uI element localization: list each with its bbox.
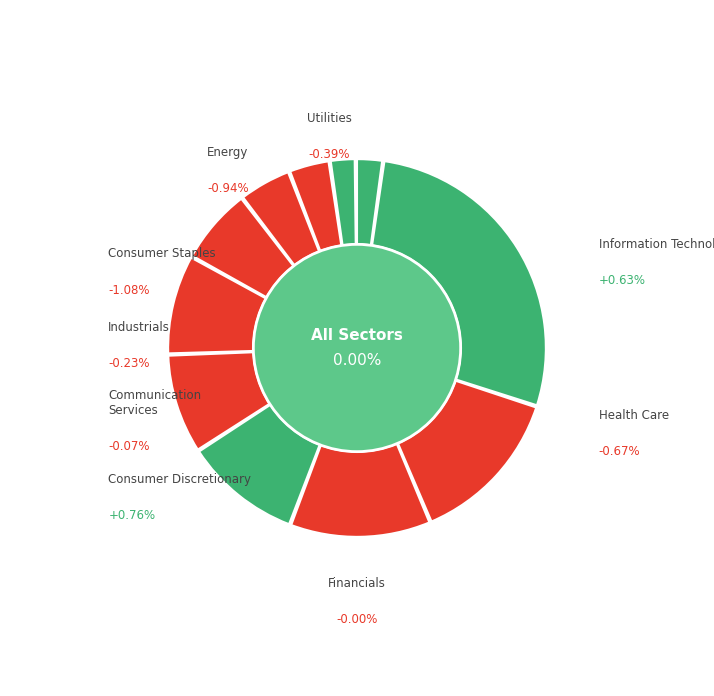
Text: +0.76%: +0.76%	[109, 509, 156, 522]
Wedge shape	[357, 159, 382, 245]
Text: -0.23%: -0.23%	[109, 357, 150, 370]
Wedge shape	[290, 161, 341, 251]
Circle shape	[253, 244, 461, 452]
Text: -0.07%: -0.07%	[109, 440, 150, 453]
Text: Health Care: Health Care	[599, 409, 669, 422]
Text: Consumer Discretionary: Consumer Discretionary	[109, 473, 251, 487]
Wedge shape	[372, 161, 546, 405]
Text: Information Technology: Information Technology	[599, 238, 714, 251]
Text: Financials: Financials	[328, 577, 386, 590]
Wedge shape	[331, 159, 356, 246]
Text: -1.08%: -1.08%	[109, 283, 150, 296]
Text: Industrials: Industrials	[109, 321, 170, 334]
Text: Communication
Services: Communication Services	[109, 389, 201, 417]
Text: Energy: Energy	[207, 146, 248, 159]
Text: All Sectors: All Sectors	[311, 328, 403, 343]
Text: +0.63%: +0.63%	[599, 274, 646, 287]
Wedge shape	[192, 199, 293, 297]
Text: -0.67%: -0.67%	[599, 445, 640, 458]
Text: Utilities: Utilities	[307, 111, 352, 125]
Text: -0.94%: -0.94%	[207, 182, 249, 195]
Text: -0.39%: -0.39%	[308, 148, 350, 161]
Wedge shape	[168, 258, 266, 354]
Wedge shape	[291, 444, 429, 537]
Text: 0.00%: 0.00%	[333, 353, 381, 368]
Text: -0.00%: -0.00%	[336, 613, 378, 626]
Wedge shape	[199, 405, 320, 524]
Wedge shape	[169, 352, 270, 450]
Text: Consumer Staples: Consumer Staples	[109, 248, 216, 260]
Wedge shape	[398, 381, 536, 521]
Wedge shape	[243, 172, 319, 265]
